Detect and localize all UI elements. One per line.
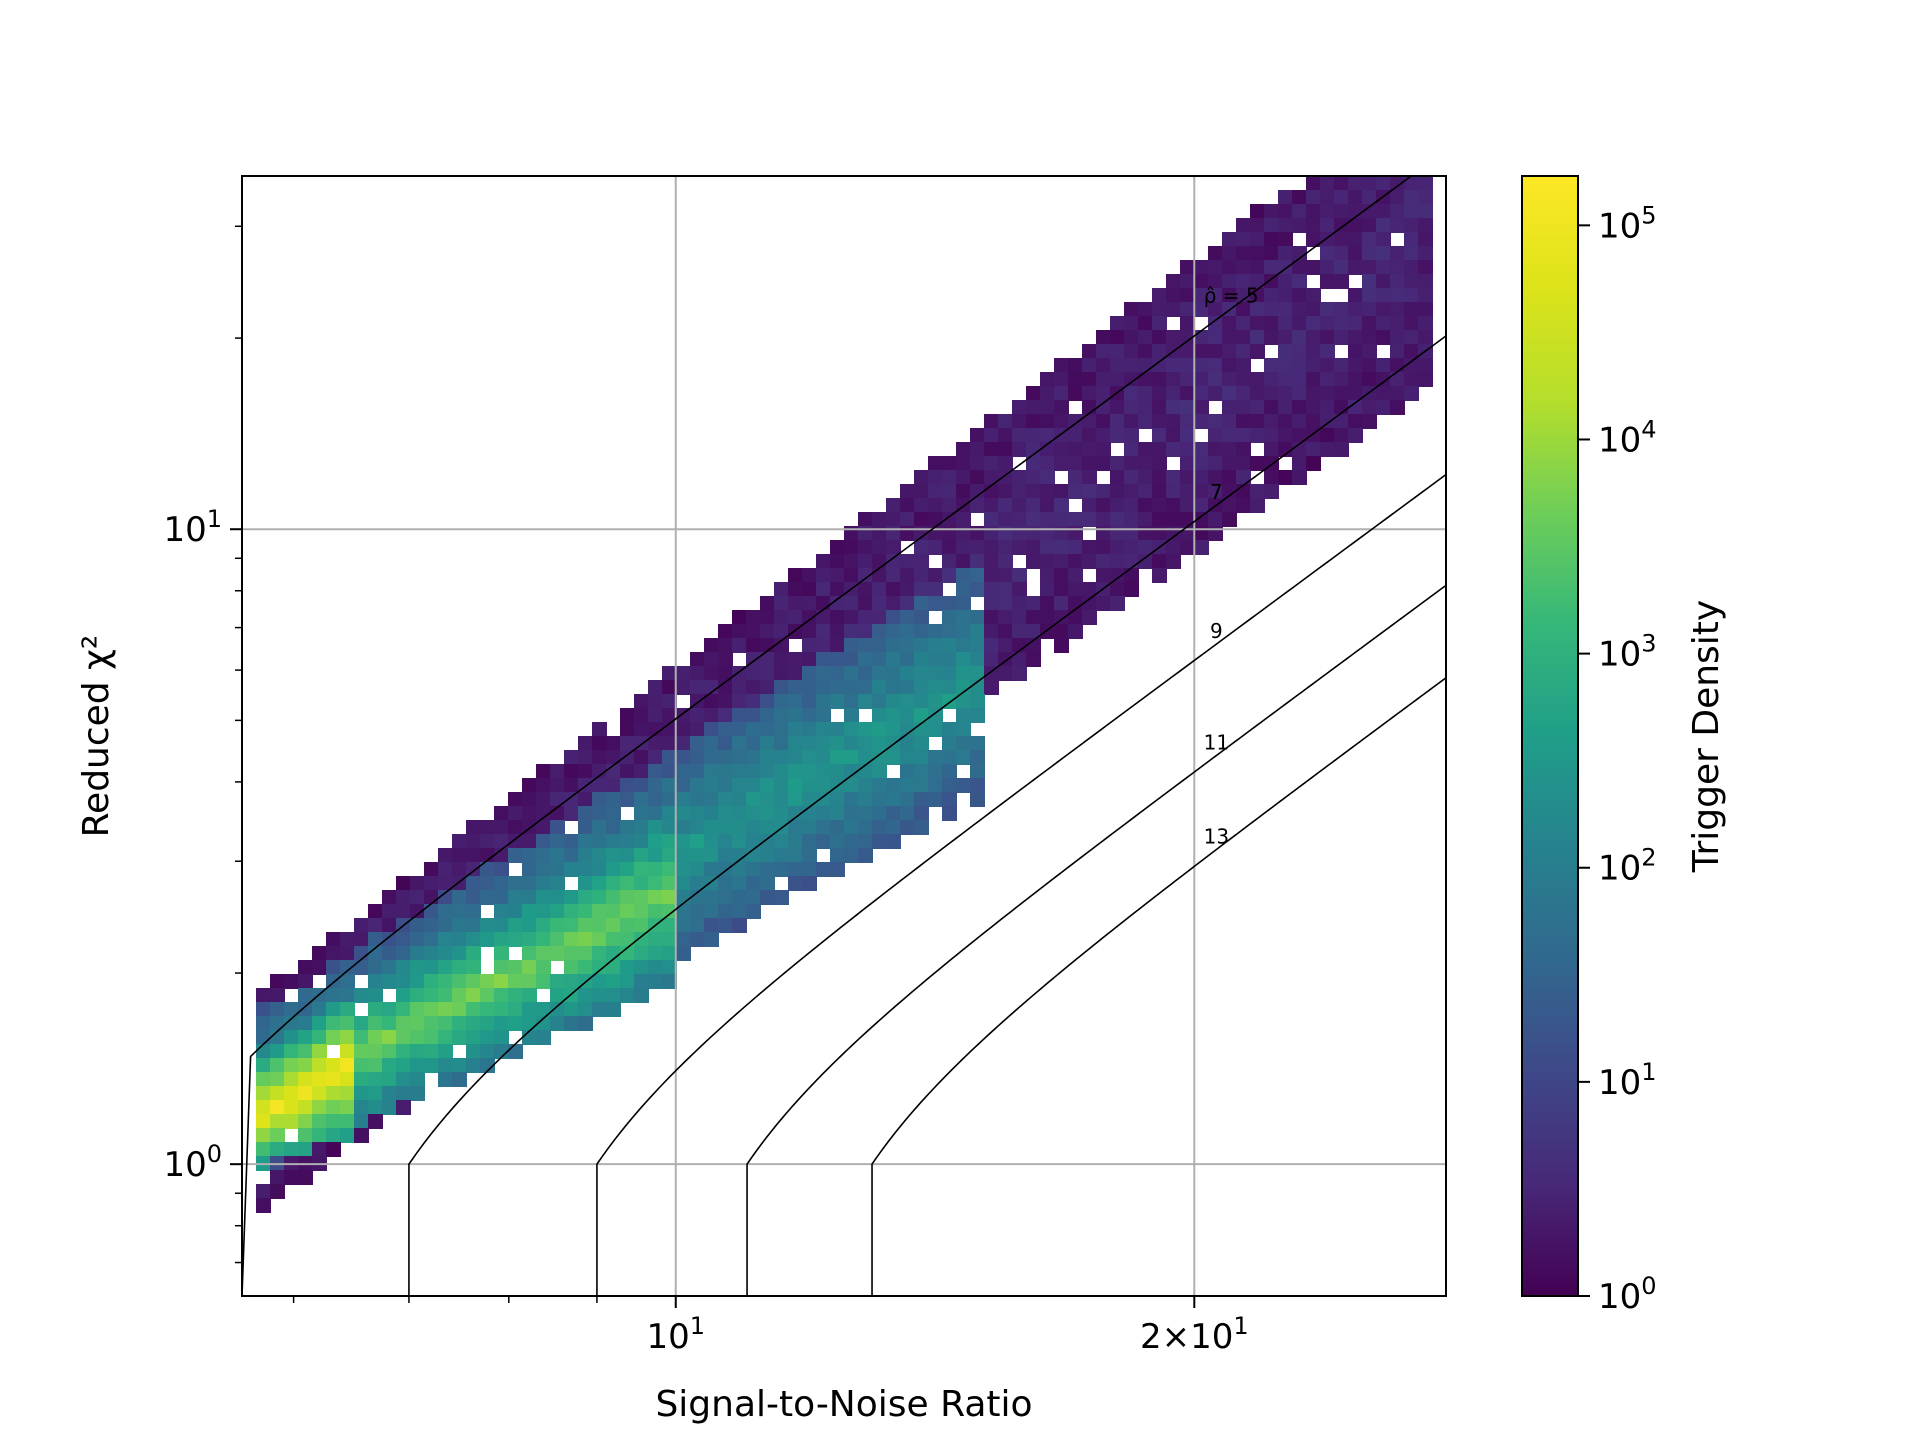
contour-line [596, 473, 1446, 1296]
x-axis-ticks: 101 2×101 [292, 1296, 1249, 1357]
x-tick-label: 2×101 [1140, 1312, 1249, 1357]
colorbar-tick-label: 100 [1598, 1272, 1657, 1317]
contour-label: 13 [1204, 825, 1229, 849]
contour-label: 11 [1204, 731, 1229, 755]
contour-label: 9 [1210, 619, 1223, 643]
plot-frame [241, 175, 1447, 1297]
colorbar-tick-label: 101 [1598, 1058, 1657, 1103]
grid-lines [242, 176, 1446, 1296]
x-axis-title: Signal-to-Noise Ratio [655, 1384, 1032, 1425]
x-tick-label: 101 [646, 1312, 705, 1357]
y-tick-label: 100 [163, 1140, 222, 1185]
density-hexbin [256, 176, 1433, 1213]
snr-contours [242, 176, 1446, 1296]
colorbar-ticks: 100 101 102 103 104 105 [1578, 201, 1657, 1317]
y-axis-ticks: 100 101 [163, 225, 242, 1264]
contour-label: 7 [1210, 480, 1223, 504]
colorbar-tick-label: 102 [1598, 844, 1657, 889]
colorbar [1521, 175, 1579, 1297]
contour-line [408, 335, 1446, 1296]
y-tick-label: 101 [163, 505, 222, 550]
colorbar-title: Trigger Density [1686, 600, 1727, 873]
y-axis-title: Reduced χ² [76, 635, 117, 838]
contour-label: ρ̂ = 5 [1204, 284, 1259, 308]
colorbar-tick-label: 103 [1598, 630, 1657, 675]
contour-line [242, 176, 1413, 1296]
colorbar-tick-label: 105 [1598, 201, 1657, 246]
colorbar-tick-label: 104 [1598, 415, 1657, 460]
contour-line [746, 584, 1446, 1296]
contour-line [871, 677, 1446, 1296]
